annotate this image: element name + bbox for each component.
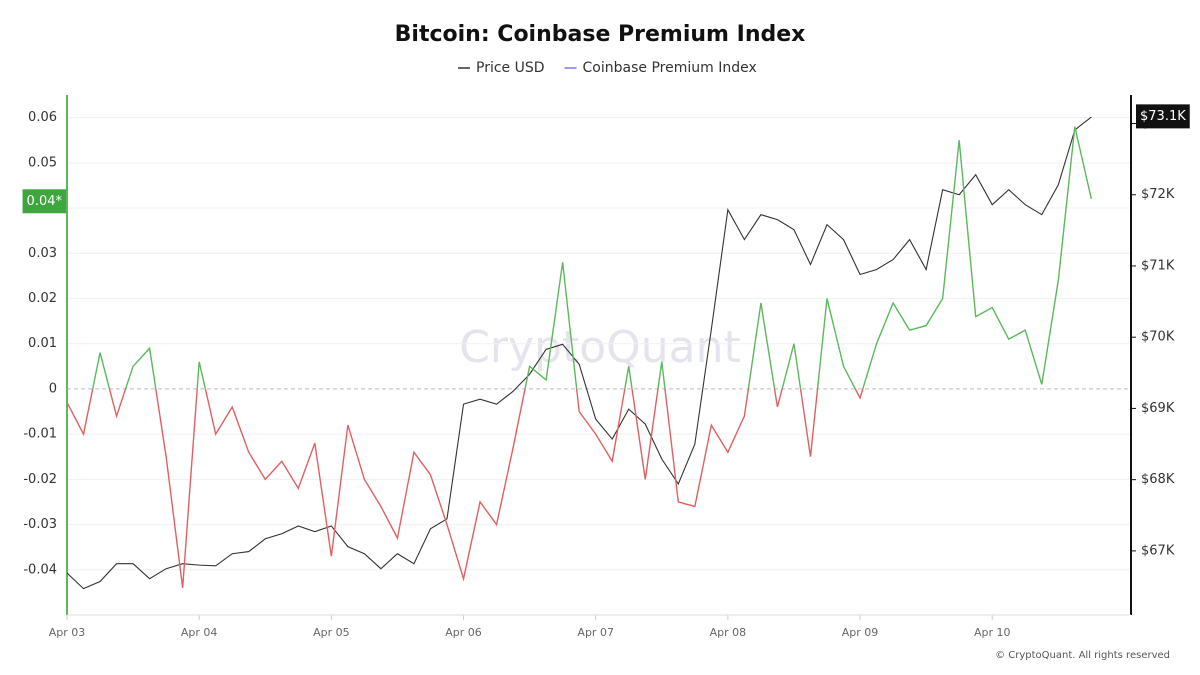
y-tick-label: -0.03 xyxy=(23,517,57,532)
badge-label: $73.1K xyxy=(1140,109,1186,124)
badge-box xyxy=(22,189,66,214)
y2-tick-label: $71K xyxy=(1141,258,1175,273)
y2-tick-label: $67K xyxy=(1141,543,1175,558)
y-tick-label: 0.05 xyxy=(28,155,57,170)
x-tick-label: Apr 09 xyxy=(842,626,879,639)
y-tick-label: 0 xyxy=(49,381,57,396)
series-line-negative xyxy=(66,388,864,588)
legend-label: Coinbase Premium Index xyxy=(583,60,757,76)
y-tick-label: 0.03 xyxy=(28,246,57,261)
x-tick-label: Apr 04 xyxy=(181,626,218,639)
y-tick-label: 0.01 xyxy=(28,336,57,351)
badge-label: 0.04* xyxy=(27,194,63,209)
badge-box xyxy=(1136,104,1190,129)
footer: © CryptoQuant. All rights reserved xyxy=(995,650,1170,661)
y-tick-label: -0.04 xyxy=(23,562,57,577)
legend-label: Price USD xyxy=(476,60,545,76)
value-badge: 0.04* xyxy=(22,189,66,214)
watermark: CryptoQuant xyxy=(459,322,741,373)
y2-tick-label: $68K xyxy=(1141,472,1175,487)
x-tick-label: Apr 10 xyxy=(974,626,1011,639)
y-tick-label: -0.02 xyxy=(23,472,57,487)
x-tick-label: Apr 08 xyxy=(710,626,747,639)
x-tick-label: Apr 05 xyxy=(313,626,350,639)
chart-title: Bitcoin: Coinbase Premium Index xyxy=(395,22,806,47)
series-line xyxy=(66,116,1092,590)
x-tick-label: Apr 06 xyxy=(445,626,482,639)
y-tick-label: 0.02 xyxy=(28,291,57,306)
value-badge: $73.1K xyxy=(1136,104,1190,129)
y-tick-label: 0.06 xyxy=(28,110,57,125)
y-tick-label: -0.01 xyxy=(23,427,57,442)
series-line-positive xyxy=(91,126,1093,389)
x-tick-label: Apr 07 xyxy=(577,626,614,639)
y2-tick-label: $69K xyxy=(1141,401,1175,416)
y2-tick-label: $70K xyxy=(1141,330,1175,345)
y2-tick-label: $72K xyxy=(1141,187,1175,202)
x-tick-label: Apr 03 xyxy=(49,626,86,639)
